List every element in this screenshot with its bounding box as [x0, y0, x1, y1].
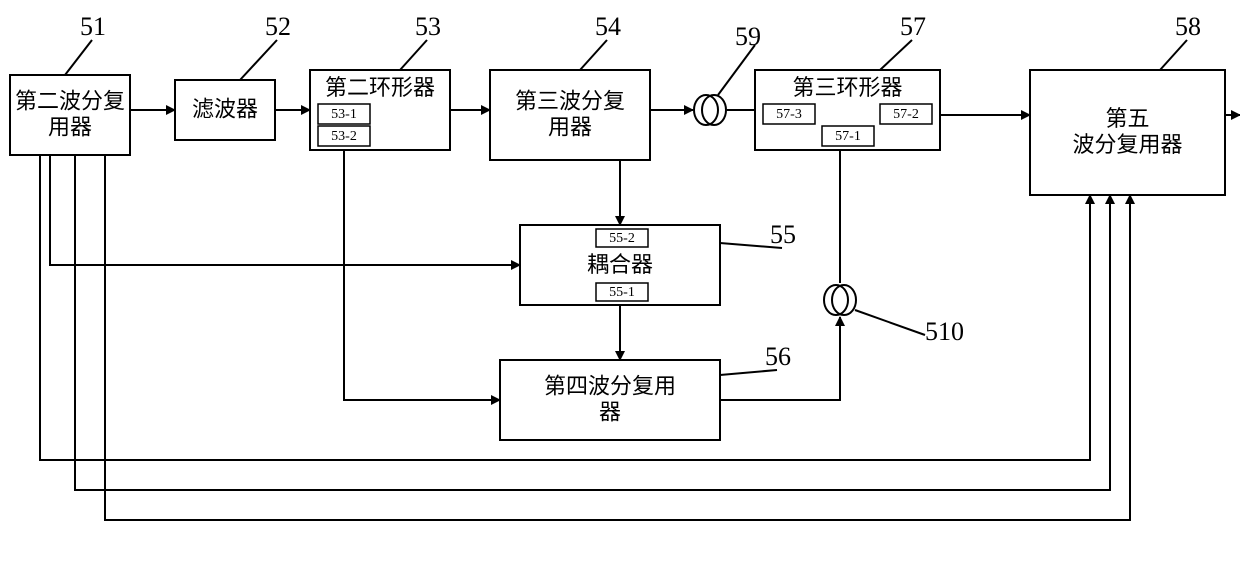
- ref-num-57: 57: [900, 12, 926, 41]
- ref-num-55: 55: [770, 220, 796, 249]
- node-label-n58-0: 第五: [1105, 106, 1149, 131]
- ref-num-53: 53: [415, 12, 441, 41]
- ref-num-510: 510: [925, 317, 964, 346]
- node-n51: 第二波分复用器: [10, 75, 130, 155]
- edge-n51-d-n58-f: [105, 155, 1130, 520]
- node-n58: 第五波分复用器: [1030, 70, 1225, 195]
- node-n52: 滤波器: [175, 80, 275, 140]
- block-diagram: 59510第二波分复用器滤波器53-153-2第二环形器第三波分复用器55-25…: [0, 0, 1240, 568]
- leader-53: [400, 40, 427, 70]
- leader-58: [1160, 40, 1187, 70]
- port-label-57-3: 57-3: [776, 107, 802, 122]
- port-label-53-2: 53-2: [331, 129, 357, 144]
- leader-57: [880, 40, 912, 70]
- port-label-57-2: 57-2: [893, 107, 919, 122]
- port-label-55-1: 55-1: [609, 285, 635, 300]
- leader-54: [580, 40, 607, 70]
- node-label-n52-0: 滤波器: [192, 97, 258, 122]
- ref-num-52: 52: [265, 12, 291, 41]
- coil-c510: 510: [824, 285, 964, 346]
- node-n54: 第三波分复用器: [490, 70, 650, 160]
- node-label-n53: 第二环形器: [325, 75, 435, 100]
- port-label-55-2: 55-2: [609, 231, 635, 246]
- ref-num-56: 56: [765, 342, 791, 371]
- edge-p53-2-bot-n56-left: [344, 146, 500, 400]
- node-n57: 57-3 57-2 57-1 第三环形器: [755, 70, 940, 150]
- node-label-n56-1: 器: [599, 400, 621, 425]
- node-label-n55: 耦合器: [587, 252, 653, 277]
- node-label-n57: 第三环形器: [792, 75, 902, 100]
- node-label-n54-1: 用器: [548, 115, 592, 140]
- port-label-57-1: 57-1: [835, 129, 861, 144]
- ref-num-59: 59: [735, 22, 761, 51]
- ref-num-51: 51: [80, 12, 106, 41]
- node-n56: 第四波分复用器: [500, 360, 720, 440]
- ref-num-58: 58: [1175, 12, 1201, 41]
- node-n55: 55-2 55-1 耦合器: [520, 225, 720, 305]
- node-label-n51-0: 第二波分复: [15, 89, 125, 114]
- port-label-53-1: 53-1: [331, 107, 357, 122]
- leader-51: [65, 40, 92, 75]
- node-label-n58-1: 波分复用器: [1072, 132, 1182, 157]
- node-n53: 53-1 53-2 第二环形器: [310, 70, 450, 150]
- node-label-n56-0: 第四波分复用: [544, 374, 676, 399]
- node-label-n54-0: 第三波分复: [515, 89, 625, 114]
- edge-n51-a-n55-left: [50, 155, 520, 265]
- leader-52: [240, 40, 277, 80]
- ref-num-54: 54: [595, 12, 621, 41]
- node-label-n51-1: 用器: [48, 115, 92, 140]
